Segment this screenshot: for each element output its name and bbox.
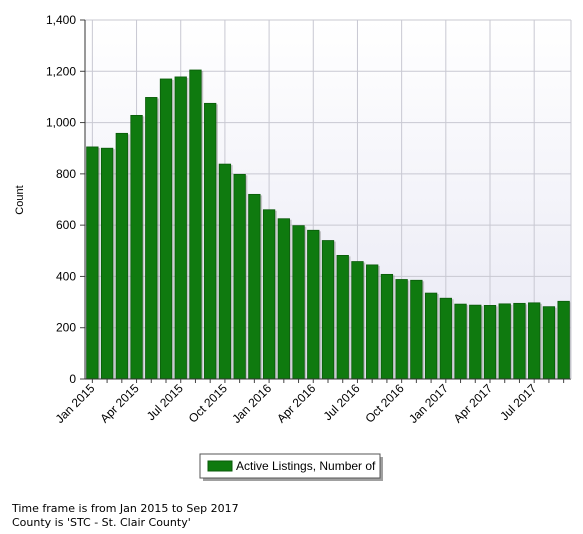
y-tick-label: 1,000 bbox=[46, 116, 76, 130]
y-tick-label: 1,200 bbox=[46, 64, 76, 78]
bar bbox=[86, 146, 99, 380]
bar bbox=[454, 303, 467, 380]
legend-swatch bbox=[207, 460, 233, 472]
bar bbox=[321, 240, 335, 380]
bar bbox=[542, 306, 556, 380]
y-tick-label: 400 bbox=[56, 269, 76, 283]
x-tick-label: Jul 2017 bbox=[497, 381, 539, 423]
bar bbox=[189, 69, 202, 380]
bar bbox=[159, 78, 173, 380]
bar bbox=[218, 163, 232, 380]
bar bbox=[469, 304, 482, 380]
bar bbox=[366, 264, 379, 380]
y-tick-label: 1,400 bbox=[46, 13, 76, 27]
bar bbox=[351, 261, 364, 380]
bar bbox=[410, 279, 423, 380]
bar bbox=[248, 193, 261, 380]
bar bbox=[115, 132, 128, 380]
bar bbox=[395, 279, 408, 380]
x-tick-label: Jul 2015 bbox=[144, 381, 186, 423]
bar bbox=[557, 300, 570, 380]
bar bbox=[498, 303, 511, 380]
footnote-time-frame: Time frame is from Jan 2015 to Sep 2017 bbox=[12, 502, 239, 515]
x-tick-label: Jul 2016 bbox=[321, 381, 363, 423]
y-tick-label: 800 bbox=[56, 167, 76, 181]
y-tick-label: 0 bbox=[69, 372, 76, 386]
x-tick-label: Oct 2016 bbox=[362, 381, 407, 426]
bar bbox=[292, 225, 305, 380]
bar bbox=[174, 76, 187, 380]
bar bbox=[204, 102, 217, 380]
x-tick-label: Oct 2015 bbox=[186, 381, 231, 426]
footnote-county: County is 'STC - St. Clair County' bbox=[12, 516, 191, 529]
x-tick-label: Jan 2015 bbox=[53, 381, 98, 426]
x-tick-label: Jan 2016 bbox=[229, 381, 274, 426]
y-axis-title: Count bbox=[14, 185, 26, 214]
bar bbox=[307, 229, 320, 380]
bar bbox=[233, 173, 246, 380]
x-tick-label: Apr 2016 bbox=[274, 381, 319, 426]
axes bbox=[84, 20, 572, 380]
x-tick-labels: Jan 2015 Apr 2015 Jul 2015 Oct 2015 Jan 2016… bbox=[53, 381, 540, 426]
x-tick-label: Apr 2015 bbox=[97, 381, 142, 426]
x-tick-label: Apr 2017 bbox=[451, 381, 496, 426]
legend-label: Active Listings, Number of bbox=[236, 459, 376, 473]
y-tick-labels: 0 200 400 600 800 1,000 1,200 1,400 bbox=[46, 13, 76, 386]
bar bbox=[130, 114, 143, 380]
bar bbox=[439, 297, 452, 380]
y-tick-label: 200 bbox=[56, 321, 76, 335]
bar bbox=[336, 255, 349, 380]
y-tick-label: 600 bbox=[56, 218, 76, 232]
bar bbox=[277, 218, 290, 380]
bar bbox=[145, 97, 158, 380]
bars bbox=[86, 69, 572, 383]
bar bbox=[262, 209, 276, 380]
bar bbox=[424, 292, 438, 380]
x-tick-label: Jan 2017 bbox=[406, 381, 451, 426]
bar bbox=[513, 302, 526, 380]
bar bbox=[380, 273, 394, 380]
bar bbox=[483, 305, 497, 380]
footnotes: Time frame is from Jan 2015 to Sep 2017 … bbox=[12, 502, 239, 530]
bar bbox=[100, 147, 114, 380]
legend: Active Listings, Number of bbox=[199, 453, 383, 481]
bar bbox=[528, 302, 541, 380]
